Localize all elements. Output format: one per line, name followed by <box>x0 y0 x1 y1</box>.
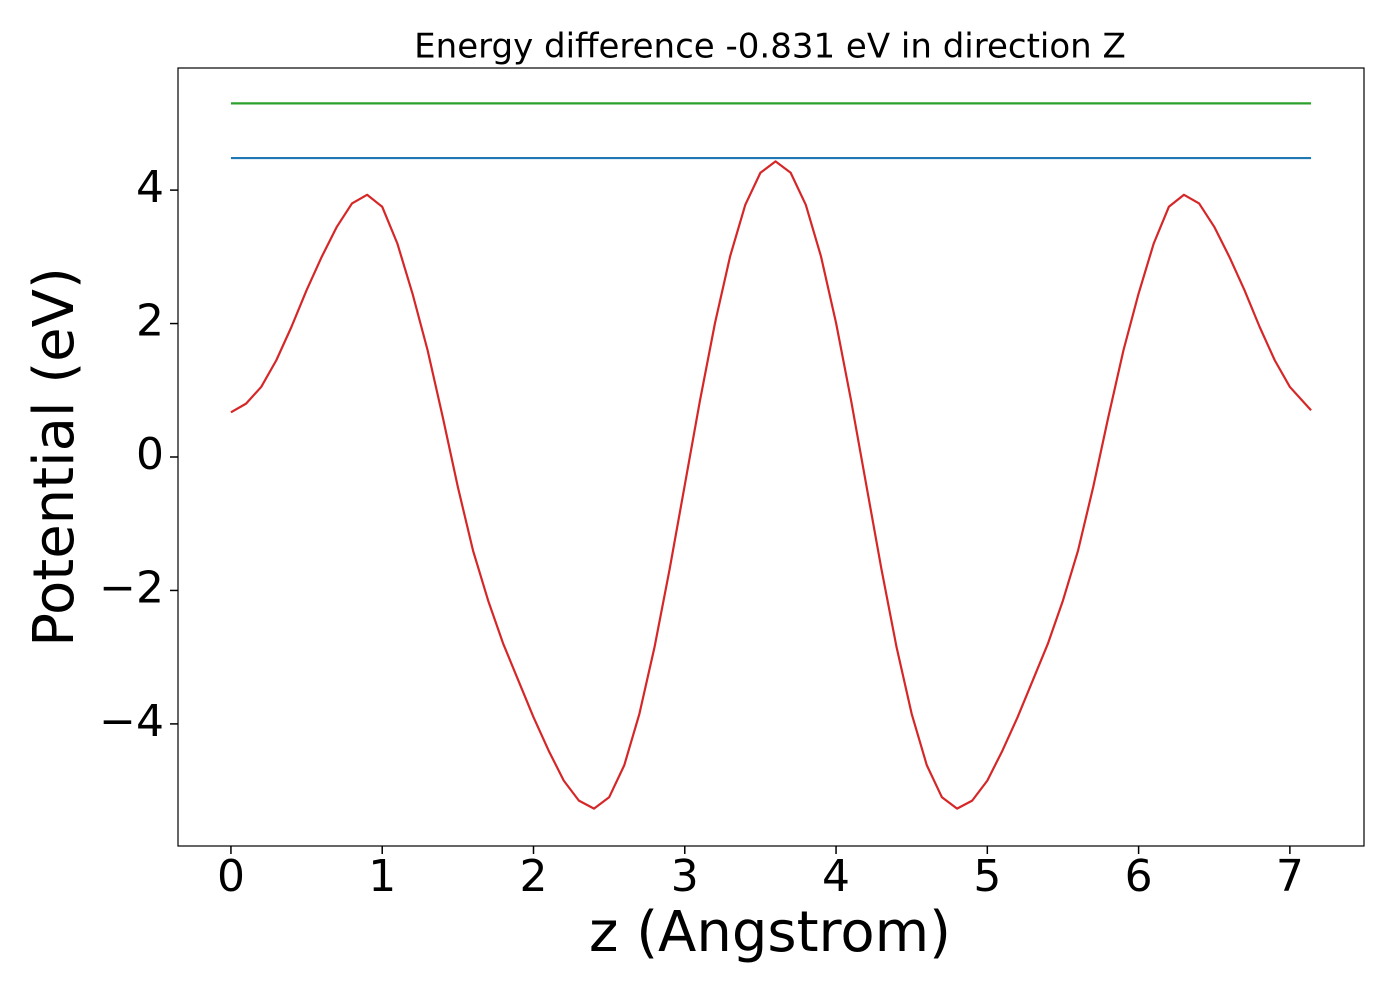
y-tick-label: −4 <box>99 696 164 747</box>
x-tick-label: 3 <box>671 851 699 902</box>
x-axis-label: z (Angstrom) <box>589 900 951 965</box>
y-tick-label: 4 <box>136 162 164 213</box>
y-tick-label: 2 <box>136 296 164 347</box>
x-tick-label: 4 <box>822 851 850 902</box>
x-tick-label: 1 <box>368 851 396 902</box>
x-tick-label: 0 <box>217 851 245 902</box>
x-tick-label: 7 <box>1276 851 1304 902</box>
y-axis-label: Potential (eV) <box>22 267 87 647</box>
y-tick-label: −2 <box>99 562 164 613</box>
x-tick-label: 6 <box>1125 851 1153 902</box>
chart-title: Energy difference -0.831 eV in direction… <box>414 27 1126 67</box>
plot-frame <box>177 67 1365 847</box>
line-series <box>230 160 1312 810</box>
y-tick-label: 0 <box>136 429 164 480</box>
x-tick-label: 5 <box>973 851 1001 902</box>
x-tick-label: 2 <box>519 851 547 902</box>
